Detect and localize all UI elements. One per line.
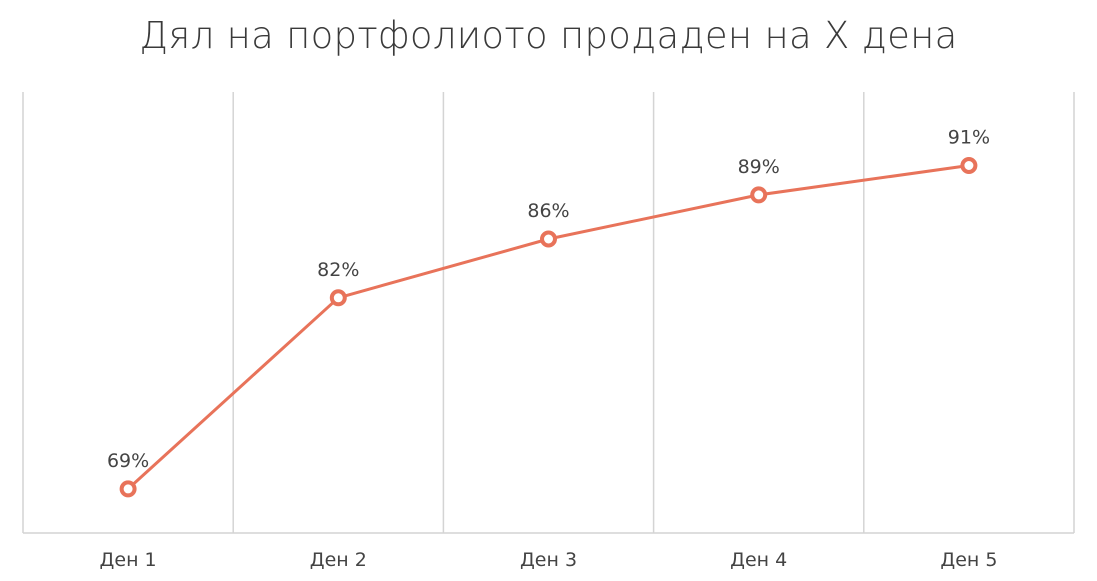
x-tick-label-4: Ден 4 <box>730 549 787 571</box>
data-point-5 <box>960 157 978 174</box>
gridlines <box>22 92 1075 533</box>
data-points <box>119 157 978 498</box>
x-tick-label-2: Ден 2 <box>310 549 367 571</box>
data-point-2 <box>329 289 347 307</box>
data-point-4 <box>750 186 768 204</box>
data-label-1: 69% <box>107 450 149 472</box>
data-label-2: 82% <box>317 259 359 281</box>
data-point-1 <box>119 480 137 498</box>
data-label-5: 91% <box>948 127 990 149</box>
data-label-3: 86% <box>527 200 569 222</box>
data-labels: 69% 82% 86% 89% 91% <box>107 127 990 472</box>
data-label-4: 89% <box>738 156 780 178</box>
chart-title: Дял на портфолиото продаден на X дена <box>139 14 958 57</box>
x-tick-labels: Ден 1 Ден 2 Ден 3 Ден 4 Ден 5 <box>100 549 998 571</box>
x-tick-label-5: Ден 5 <box>940 549 997 571</box>
data-point-3 <box>540 230 557 248</box>
x-tick-label-3: Ден 3 <box>520 549 577 571</box>
x-tick-label-1: Ден 1 <box>100 549 157 571</box>
